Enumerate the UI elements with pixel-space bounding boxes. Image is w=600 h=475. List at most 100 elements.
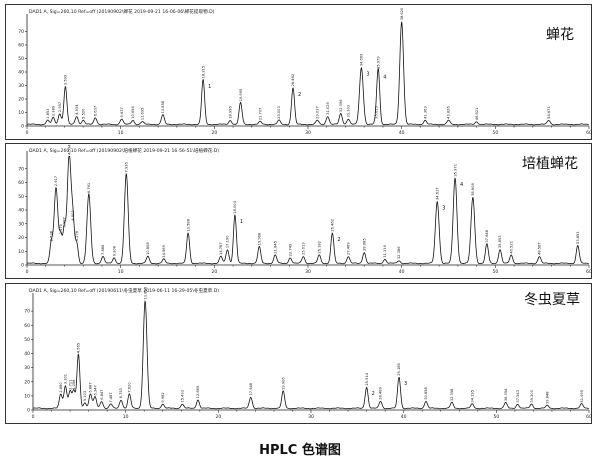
peak-retention-label: 28.685 <box>362 238 366 251</box>
y-tick-label: 50 <box>18 194 24 200</box>
peak-retention-label: 4.534 <box>67 144 71 155</box>
peak-retention-label: 32.396 <box>339 99 343 112</box>
peak-retention-label: 7.886 <box>101 244 105 255</box>
peak-retention-label: 31.119 <box>383 244 387 257</box>
peak-retention-label: 18.996 <box>228 106 232 119</box>
peak-retention-label: 8.753 <box>119 388 123 398</box>
peak-retention-label: 46.621 <box>475 108 479 121</box>
y-tick-label: 20 <box>18 97 24 103</box>
peak-retention-label: 30.858 <box>424 386 428 399</box>
peak-retention-label: 31.029 <box>326 101 330 114</box>
x-tick-label: 0 <box>26 130 29 136</box>
sample-label: 蝉花 <box>546 27 574 43</box>
peak-retention-label: 25.003 <box>277 106 281 119</box>
peak-retention-label: 19.968 <box>257 232 261 245</box>
peak-retention-label: 21.845 <box>273 241 277 254</box>
y-tick-label: 70 <box>18 166 24 172</box>
peak-retention-label: 7.620 <box>128 382 132 393</box>
chromatogram-panel-2: DAD1 A, Sig=260,10 Ref=off (20190902\培植蝉… <box>5 143 592 279</box>
y-tick-label: 30 <box>18 221 24 227</box>
peak-retention-label: 5.278 <box>75 230 79 241</box>
peak-retention-label: 35.971 <box>453 164 457 177</box>
x-tick-label: 40 <box>399 130 405 136</box>
peak-retention-label: 14.569 <box>162 244 166 257</box>
peak-retention-label: 19.995 <box>239 89 243 102</box>
peak-retention-label: 39.893 <box>498 236 502 249</box>
peak-retention-label: 13.588 <box>186 218 190 231</box>
peak-retention-label: 53.851 <box>576 231 580 244</box>
peak-retention-label: 10.694 <box>131 106 135 119</box>
peak-retention-label: 40.521 <box>509 241 513 254</box>
peak-retention-label: 38.608 <box>471 183 475 196</box>
y-tick-label: 50 <box>18 56 24 62</box>
x-tick-label: 20 <box>211 269 217 275</box>
y-tick-label: 60 <box>18 43 24 49</box>
peak-retention-label: 9.308 <box>112 245 116 256</box>
peak-retention-label: 26.182 <box>317 241 321 254</box>
chromatogram-trace <box>26 155 589 265</box>
x-tick-label: 0 <box>26 269 29 275</box>
peak-retention-label: 12.869 <box>196 385 200 398</box>
peak-retention-label: 17.948 <box>249 382 253 395</box>
peak-retention-label: 17.190 <box>226 235 230 248</box>
peak-retention-label: 34.669 <box>360 53 364 66</box>
peak-retention-label: 3.301 <box>64 374 68 384</box>
peak-retention-label: 35.615 <box>375 106 379 119</box>
peak-retention-label: 43.826 <box>447 106 451 119</box>
y-tick-label: 0 <box>21 263 24 269</box>
peak-retention-label: 25.914 <box>365 372 369 385</box>
chromatogram-plot: DAD1 A, Sig=260,10 Ref=off (20190902\培植蝉… <box>5 143 592 279</box>
y-tick-label: 70 <box>18 29 24 35</box>
peak-retention-label: 3.599 <box>64 74 68 85</box>
panel-frame <box>5 143 592 279</box>
peak-marker: 3 <box>404 381 407 387</box>
peak-retention-label: 5.520 <box>81 108 85 119</box>
panel-frame <box>5 4 592 140</box>
peak-retention-label: 28.489 <box>379 386 383 399</box>
peak-retention-label: 21.707 <box>258 108 262 121</box>
detector-header: DAD1 A, Sig=260,10 Ref=off (20190902\蝉花 … <box>29 8 215 15</box>
peak-retention-label: 4.934 <box>75 104 79 115</box>
x-tick-label: 30 <box>308 414 314 420</box>
peak-retention-label: 39.848 <box>546 391 550 404</box>
x-tick-label: 60 <box>586 269 592 275</box>
peak-retention-label: 2.389 <box>51 105 55 116</box>
peak-retention-label: 29.185 <box>397 363 401 376</box>
y-tick-label: 70 <box>24 309 30 315</box>
peak-retention-label: 32.386 <box>397 246 401 259</box>
peak-retention-label: 3.987 <box>63 217 67 227</box>
x-tick-label: 40 <box>399 269 405 275</box>
peak-retention-label: 15.433 <box>180 390 184 403</box>
peak-retention-label: 34.617 <box>435 187 439 200</box>
x-tick-label: 0 <box>32 414 35 420</box>
peak-retention-label: 38.620 <box>400 7 404 20</box>
peak-retention-label: 7.916 <box>124 161 128 172</box>
peak-retention-label: 5.887 <box>89 382 93 392</box>
peak-retention-label: 13.858 <box>161 100 165 113</box>
chromatogram-plot: DAD1 A, Sig=260,10 Ref=off (20190611\冬虫夏… <box>5 283 592 424</box>
figure-caption: HPLC 色谱图 <box>259 443 341 458</box>
chromatogram-panel-1: DAD1 A, Sig=260,10 Ref=off (20190902\蝉花 … <box>5 4 592 140</box>
chromatogram-trace <box>32 300 589 410</box>
peak-retention-label: 2.917 <box>54 176 58 186</box>
peak-retention-label: 36.354 <box>504 388 508 401</box>
peak-retention-label: 32.358 <box>450 388 454 401</box>
peak-retention-label: 39.300 <box>530 389 534 402</box>
y-tick-label: 50 <box>24 337 30 343</box>
peak-retention-label: 3.711 <box>68 380 72 390</box>
chromatogram-panel-3: DAD1 A, Sig=260,10 Ref=off (20190611\冬虫夏… <box>5 283 592 424</box>
y-tick-label: 40 <box>24 351 30 357</box>
detector-header: DAD1 A, Sig=260,10 Ref=off (20190902\培植蝉… <box>29 147 219 154</box>
peak-retention-label: 1.853 <box>46 109 50 119</box>
x-tick-label: 10 <box>118 269 124 275</box>
peak-retention-label: 37.543 <box>516 390 520 403</box>
peak-retention-label: 10.808 <box>146 242 150 255</box>
y-tick-label: 0 <box>21 124 24 130</box>
chromatogram-trace <box>26 21 589 126</box>
peak-retention-label: 35.979 <box>376 56 380 69</box>
y-tick-label: 30 <box>18 83 24 89</box>
peak-retention-label: 26.462 <box>331 219 335 232</box>
peak-retention-label: 5.103 <box>83 391 87 401</box>
x-tick-label: 60 <box>586 130 592 136</box>
y-tick-label: 20 <box>18 235 24 241</box>
